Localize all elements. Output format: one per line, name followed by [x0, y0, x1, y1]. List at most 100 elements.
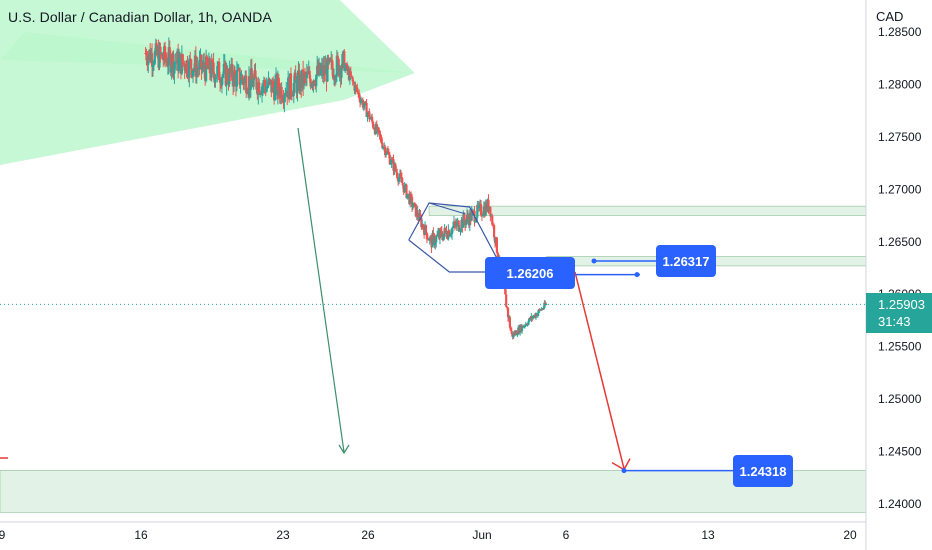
candle-body	[384, 146, 387, 156]
price-tick-label: 1.25000	[878, 392, 922, 406]
candle-body	[186, 60, 189, 75]
candle-body	[254, 70, 257, 78]
candle-body	[365, 103, 368, 117]
candle-body	[523, 325, 526, 327]
candle-body	[516, 334, 519, 336]
target-price-label[interactable]: 1.24318	[733, 455, 793, 487]
candle-body	[434, 242, 437, 246]
candle-body	[226, 68, 229, 81]
candle-body	[318, 63, 322, 74]
candle-body	[205, 56, 209, 65]
candle-body	[200, 55, 203, 70]
candle-body	[366, 113, 369, 117]
candle-body	[474, 221, 477, 223]
candle-body	[246, 91, 250, 94]
last-price-value: 1.25903	[878, 297, 925, 312]
candle-body	[354, 85, 357, 91]
candle-body	[450, 228, 454, 234]
candle-body	[400, 177, 403, 183]
candle-body	[261, 85, 265, 87]
candle-body	[337, 58, 340, 76]
candle-body	[371, 121, 375, 128]
candle-body	[463, 214, 466, 222]
candle-body	[504, 288, 507, 295]
price-tick-label: 1.24500	[878, 445, 922, 459]
candle-body	[273, 82, 277, 101]
candle-body	[238, 67, 241, 85]
candle-body	[536, 312, 539, 316]
candle-body	[169, 53, 172, 73]
candle-body	[173, 62, 176, 74]
wedge-pattern-layer	[0, 0, 415, 165]
time-tick-label: Jun	[472, 528, 491, 542]
symbol-title[interactable]: U.S. Dollar / Canadian Dollar, 1h, OANDA	[8, 9, 272, 25]
candle-body	[239, 82, 242, 85]
candle-body	[425, 232, 429, 240]
candle-body	[289, 73, 293, 94]
candle-body	[190, 59, 193, 70]
candle-body	[399, 173, 403, 178]
entry-price-label[interactable]: 1.26206	[485, 257, 575, 289]
candle-body	[203, 62, 206, 71]
candle-body	[211, 60, 214, 63]
candle-body	[233, 70, 237, 75]
candle-body	[228, 67, 231, 85]
candle-body	[215, 76, 218, 79]
candle-body	[267, 78, 270, 86]
candle-body	[243, 77, 246, 85]
candle-body	[284, 95, 287, 97]
candle-body	[241, 75, 244, 80]
entry-anchor	[634, 272, 640, 278]
candle-body	[308, 70, 311, 79]
price-tick-label: 1.26500	[878, 235, 922, 249]
candle-body	[424, 225, 428, 233]
candle-body	[260, 86, 264, 95]
last-price-badge: 1.25903 31:43	[866, 293, 932, 333]
stop-price-label[interactable]: 1.26317	[656, 245, 716, 277]
candle-body	[410, 194, 413, 197]
price-tick-label: 1.27500	[878, 130, 922, 144]
candle-body	[387, 152, 390, 155]
candle-body	[362, 105, 365, 108]
candle-body	[420, 217, 423, 228]
candle-body	[428, 237, 431, 241]
candle-body	[175, 62, 178, 64]
candle-body	[155, 43, 158, 55]
candle-body	[346, 63, 349, 71]
candle-body	[369, 118, 372, 120]
candle-body	[487, 199, 490, 212]
candle-body	[476, 205, 479, 218]
drawings-layer	[0, 127, 866, 474]
candle-body	[344, 66, 347, 71]
time-tick-label: 13	[701, 528, 715, 542]
candle-body	[218, 62, 221, 81]
candle-body	[158, 46, 161, 68]
candle-body	[221, 74, 224, 78]
candle-body	[359, 100, 363, 103]
candle-body	[315, 74, 318, 87]
candle-body	[252, 78, 255, 87]
candle-body	[216, 65, 219, 77]
candle-body	[465, 219, 468, 226]
candles-layer	[144, 37, 548, 340]
candle-body	[436, 235, 439, 237]
candle-body	[246, 93, 249, 95]
candle-body	[153, 51, 156, 64]
price-tick-label: 1.24000	[878, 497, 922, 511]
candle-body	[296, 76, 299, 94]
candle-body	[189, 58, 192, 60]
stop-anchor	[591, 258, 597, 264]
candle-body	[292, 83, 295, 96]
candle-body	[352, 81, 355, 84]
candle-body	[515, 331, 518, 335]
candle-body	[208, 58, 211, 74]
candle-body	[183, 63, 186, 71]
candle-body	[492, 224, 495, 226]
candle-body	[406, 194, 409, 198]
projection-arrow-green-head	[338, 444, 350, 455]
candle-body	[165, 59, 169, 66]
candle-body	[170, 67, 173, 73]
candle-body	[450, 233, 453, 235]
